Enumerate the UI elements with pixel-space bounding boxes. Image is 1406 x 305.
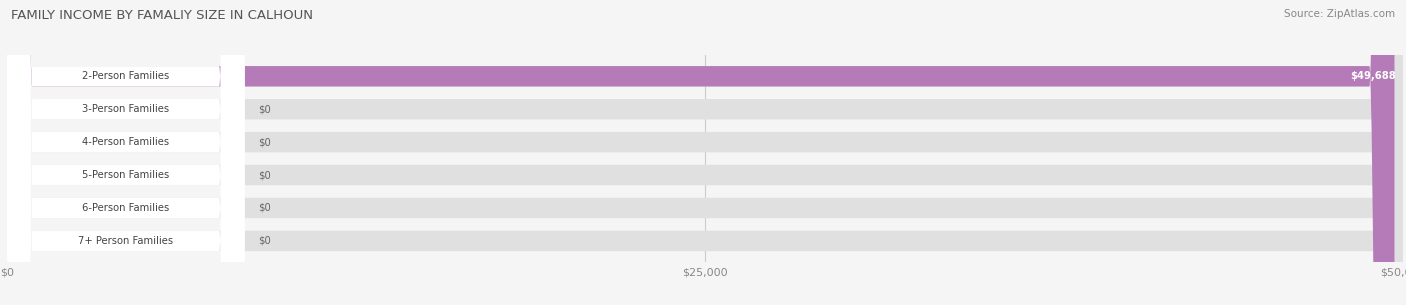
Text: Source: ZipAtlas.com: Source: ZipAtlas.com — [1284, 9, 1395, 19]
FancyBboxPatch shape — [7, 0, 245, 305]
Text: FAMILY INCOME BY FAMALIY SIZE IN CALHOUN: FAMILY INCOME BY FAMALIY SIZE IN CALHOUN — [11, 9, 314, 22]
FancyBboxPatch shape — [7, 0, 245, 305]
Text: $49,688: $49,688 — [1350, 71, 1396, 81]
FancyBboxPatch shape — [7, 0, 245, 305]
FancyBboxPatch shape — [7, 0, 1403, 305]
Text: 7+ Person Families: 7+ Person Families — [79, 236, 173, 246]
FancyBboxPatch shape — [7, 0, 1395, 305]
FancyBboxPatch shape — [7, 0, 1403, 305]
FancyBboxPatch shape — [7, 0, 1403, 305]
FancyBboxPatch shape — [7, 0, 245, 305]
Text: $0: $0 — [259, 203, 271, 213]
FancyBboxPatch shape — [7, 0, 1403, 305]
FancyBboxPatch shape — [7, 0, 1403, 305]
FancyBboxPatch shape — [7, 0, 245, 305]
Text: $0: $0 — [259, 170, 271, 180]
Text: 5-Person Families: 5-Person Families — [82, 170, 169, 180]
Text: 6-Person Families: 6-Person Families — [82, 203, 169, 213]
FancyBboxPatch shape — [7, 0, 1403, 305]
Text: 2-Person Families: 2-Person Families — [82, 71, 169, 81]
Text: 4-Person Families: 4-Person Families — [82, 137, 169, 147]
Text: $0: $0 — [259, 104, 271, 114]
FancyBboxPatch shape — [7, 0, 245, 305]
Text: 3-Person Families: 3-Person Families — [82, 104, 169, 114]
Text: $0: $0 — [259, 236, 271, 246]
Text: $0: $0 — [259, 137, 271, 147]
